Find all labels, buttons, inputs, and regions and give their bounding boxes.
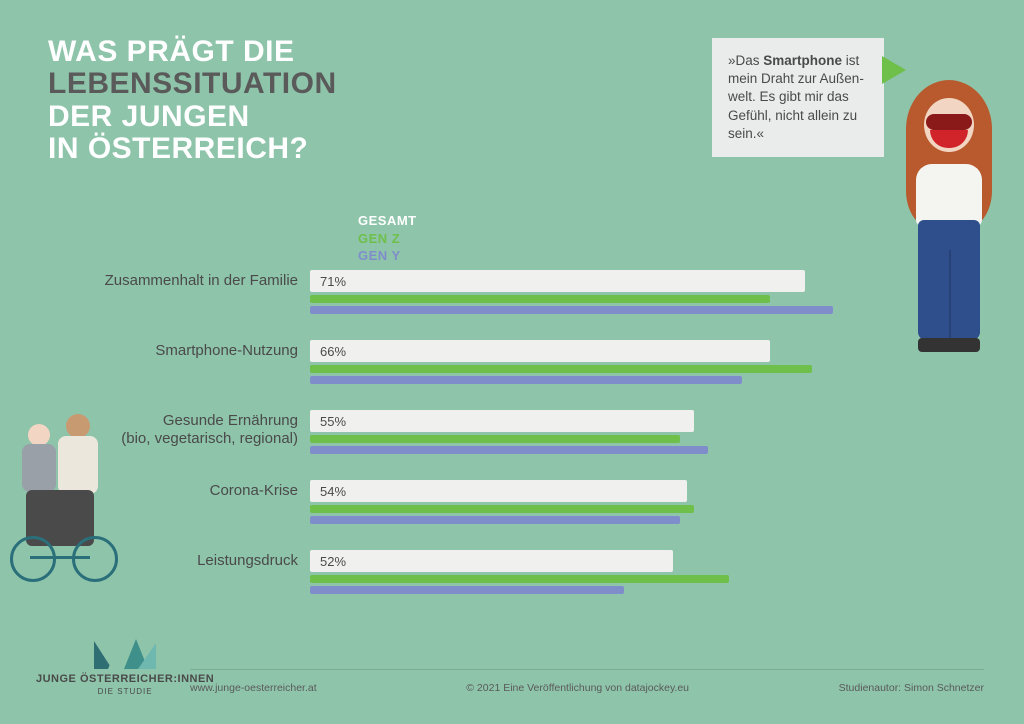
- logo-mark-icon: [94, 635, 156, 669]
- footer-url: www.junge-oesterreicher.at: [190, 682, 317, 694]
- bar-genz: [310, 435, 680, 443]
- quote-box: »Das Smartphone ist mein Draht zur Außen…: [712, 38, 884, 157]
- bar-geny: [310, 516, 680, 524]
- bar-genz: [310, 575, 729, 583]
- row-label: Smartphone-Nutzung: [48, 340, 310, 360]
- logo-subtext: DIE STUDIE: [98, 687, 153, 696]
- illustration-person-right: [896, 80, 1002, 360]
- chart-legend: GESAMTGEN ZGEN Y: [358, 212, 417, 265]
- bar-value-label: 52%: [320, 550, 346, 572]
- bar-geny: [310, 306, 833, 314]
- bar-gesamt: 52%: [310, 550, 673, 572]
- quote-prefix: »Das: [728, 53, 763, 68]
- bar-geny: [310, 446, 708, 454]
- footer-divider: [190, 669, 984, 670]
- legend-item: GEN Y: [358, 247, 417, 265]
- legend-item: GEN Z: [358, 230, 417, 248]
- bar-geny: [310, 376, 742, 384]
- bar-geny: [310, 586, 624, 594]
- bar-value-label: 55%: [320, 410, 346, 432]
- chart-row: Gesunde Ernährung(bio, vegetarisch, regi…: [48, 410, 868, 454]
- bar-gesamt: 55%: [310, 410, 694, 432]
- row-bars: 71%: [310, 270, 868, 314]
- bar-value-label: 66%: [320, 340, 346, 362]
- chart-row: Smartphone-Nutzung 66%: [48, 340, 868, 384]
- footer-copyright: © 2021 Eine Veröffentlichung von datajoc…: [466, 682, 689, 694]
- footer: www.junge-oesterreicher.at © 2021 Eine V…: [190, 682, 984, 694]
- bar-genz: [310, 505, 694, 513]
- legend-item: GESAMT: [358, 212, 417, 230]
- title-line-4: IN ÖSTERREICH?: [48, 133, 337, 165]
- footer-author: Studienautor: Simon Schnetzer: [839, 682, 984, 694]
- bar-genz: [310, 295, 770, 303]
- row-bars: 54%: [310, 480, 868, 524]
- chart-row: Zusammenhalt in der Familie 71%: [48, 270, 868, 314]
- quote-bold: Smartphone: [763, 53, 842, 68]
- chart-row: Leistungsdruck52%: [48, 550, 868, 594]
- brand-logo: JUNGE ÖSTERREICHER:INNEN DIE STUDIE: [36, 635, 214, 696]
- title-line-3: DER JUNGEN: [48, 101, 337, 133]
- bar-gesamt: 71%: [310, 270, 805, 292]
- bar-value-label: 54%: [320, 480, 346, 502]
- bar-value-label: 71%: [320, 270, 346, 292]
- chart-row: Corona-Krise54%: [48, 480, 868, 524]
- row-bars: 66%: [310, 340, 868, 384]
- row-label: Zusammenhalt in der Familie: [48, 270, 310, 290]
- row-bars: 55%: [310, 410, 868, 454]
- logo-text: JUNGE ÖSTERREICHER:INNEN: [36, 673, 214, 685]
- bar-gesamt: 54%: [310, 480, 687, 502]
- main-title: WAS PRÄGT DIE LEBENSSITUATION DER JUNGEN…: [48, 36, 337, 166]
- row-bars: 52%: [310, 550, 868, 594]
- title-line-2: LEBENSSITUATION: [48, 68, 337, 100]
- bar-chart: Zusammenhalt in der Familie 71% Smartphone…: [48, 270, 868, 620]
- illustration-people-left: [12, 414, 132, 584]
- title-line-1: WAS PRÄGT DIE: [48, 36, 337, 68]
- bar-gesamt: 66%: [310, 340, 770, 362]
- infographic-canvas: WAS PRÄGT DIE LEBENSSITUATION DER JUNGEN…: [0, 0, 1024, 724]
- bar-genz: [310, 365, 812, 373]
